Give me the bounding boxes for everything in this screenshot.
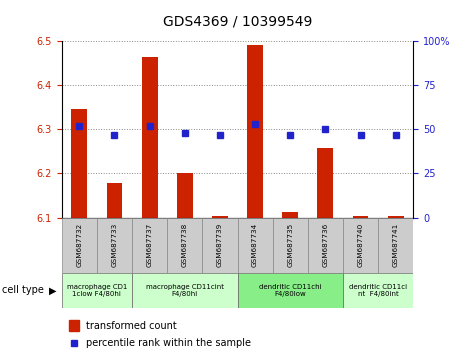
- Bar: [238, 218, 273, 273]
- Bar: [378, 218, 413, 273]
- Bar: [238, 273, 343, 308]
- Text: macrophage CD11cint
F4/80hi: macrophage CD11cint F4/80hi: [146, 284, 224, 297]
- Text: cell type: cell type: [2, 285, 44, 295]
- Text: ▶: ▶: [48, 285, 56, 295]
- Bar: [352, 216, 369, 218]
- Bar: [317, 148, 333, 218]
- Text: GSM687741: GSM687741: [393, 223, 399, 267]
- Bar: [106, 183, 123, 218]
- Text: GSM687735: GSM687735: [287, 223, 293, 267]
- Bar: [247, 45, 263, 218]
- Bar: [97, 218, 132, 273]
- Text: GSM687734: GSM687734: [252, 223, 258, 267]
- Bar: [343, 218, 378, 273]
- Bar: [69, 320, 79, 331]
- Bar: [167, 218, 202, 273]
- Text: percentile rank within the sample: percentile rank within the sample: [86, 338, 251, 348]
- Bar: [177, 172, 193, 218]
- Bar: [132, 273, 238, 308]
- Bar: [343, 273, 413, 308]
- Bar: [282, 212, 298, 218]
- Bar: [308, 218, 343, 273]
- Text: GSM687733: GSM687733: [112, 223, 117, 267]
- Text: GSM687740: GSM687740: [358, 223, 363, 267]
- Text: GSM687739: GSM687739: [217, 223, 223, 267]
- Text: GSM687738: GSM687738: [182, 223, 188, 267]
- Bar: [62, 273, 132, 308]
- Text: dendritic CD11ci
nt  F4/80int: dendritic CD11ci nt F4/80int: [349, 284, 407, 297]
- Bar: [388, 216, 404, 218]
- Bar: [202, 218, 238, 273]
- Bar: [212, 216, 228, 218]
- Text: GSM687737: GSM687737: [147, 223, 152, 267]
- Text: GDS4369 / 10399549: GDS4369 / 10399549: [163, 14, 312, 28]
- Bar: [142, 57, 158, 218]
- Text: GSM687736: GSM687736: [323, 223, 328, 267]
- Text: GSM687732: GSM687732: [76, 223, 82, 267]
- Bar: [62, 218, 97, 273]
- Bar: [273, 218, 308, 273]
- Bar: [132, 218, 167, 273]
- Text: macrophage CD1
1clow F4/80hi: macrophage CD1 1clow F4/80hi: [66, 284, 127, 297]
- Bar: [71, 109, 87, 218]
- Text: dendritic CD11chi
F4/80low: dendritic CD11chi F4/80low: [259, 284, 322, 297]
- Text: transformed count: transformed count: [86, 321, 177, 331]
